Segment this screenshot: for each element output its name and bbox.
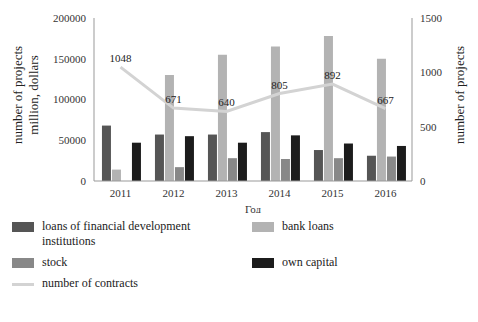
svg-text:892: 892	[324, 69, 341, 81]
svg-text:2013: 2013	[216, 187, 239, 199]
svg-text:200000: 200000	[53, 12, 87, 24]
svg-text:1048: 1048	[110, 52, 133, 64]
svg-text:2016: 2016	[375, 187, 398, 199]
svg-text:0: 0	[420, 175, 426, 187]
svg-text:100000: 100000	[53, 93, 87, 105]
svg-text:2012: 2012	[163, 187, 185, 199]
svg-text:805: 805	[271, 79, 288, 91]
svg-text:0: 0	[81, 175, 87, 187]
svg-text:640: 640	[218, 96, 235, 108]
svg-text:2011: 2011	[110, 187, 132, 199]
svg-text:667: 667	[377, 94, 394, 106]
svg-text:500: 500	[420, 121, 437, 133]
html-text:own capital: own capital	[282, 255, 338, 269]
svg-text:671: 671	[165, 93, 182, 105]
svg-text:150000: 150000	[53, 53, 87, 65]
svg-text:2015: 2015	[322, 187, 345, 199]
html-text:million, dollars: million, dollars	[26, 54, 41, 135]
html-text:bank loans: bank loans	[282, 219, 334, 233]
svg-text:1000: 1000	[420, 66, 443, 78]
svg-text:50000: 50000	[59, 134, 87, 146]
svg-text:Год: Год	[245, 203, 262, 213]
html-text:loans of financial development: loans of financial development instituti…	[42, 219, 191, 248]
html-text:number of projects: number of projects	[10, 45, 25, 144]
svg-text:2014: 2014	[269, 187, 292, 199]
svg-text:1500: 1500	[420, 12, 443, 24]
html-text:number of projects: number of projects	[452, 45, 467, 144]
html-text:stock: stock	[42, 255, 68, 269]
html-text:number of contracts: number of contracts	[42, 276, 138, 290]
